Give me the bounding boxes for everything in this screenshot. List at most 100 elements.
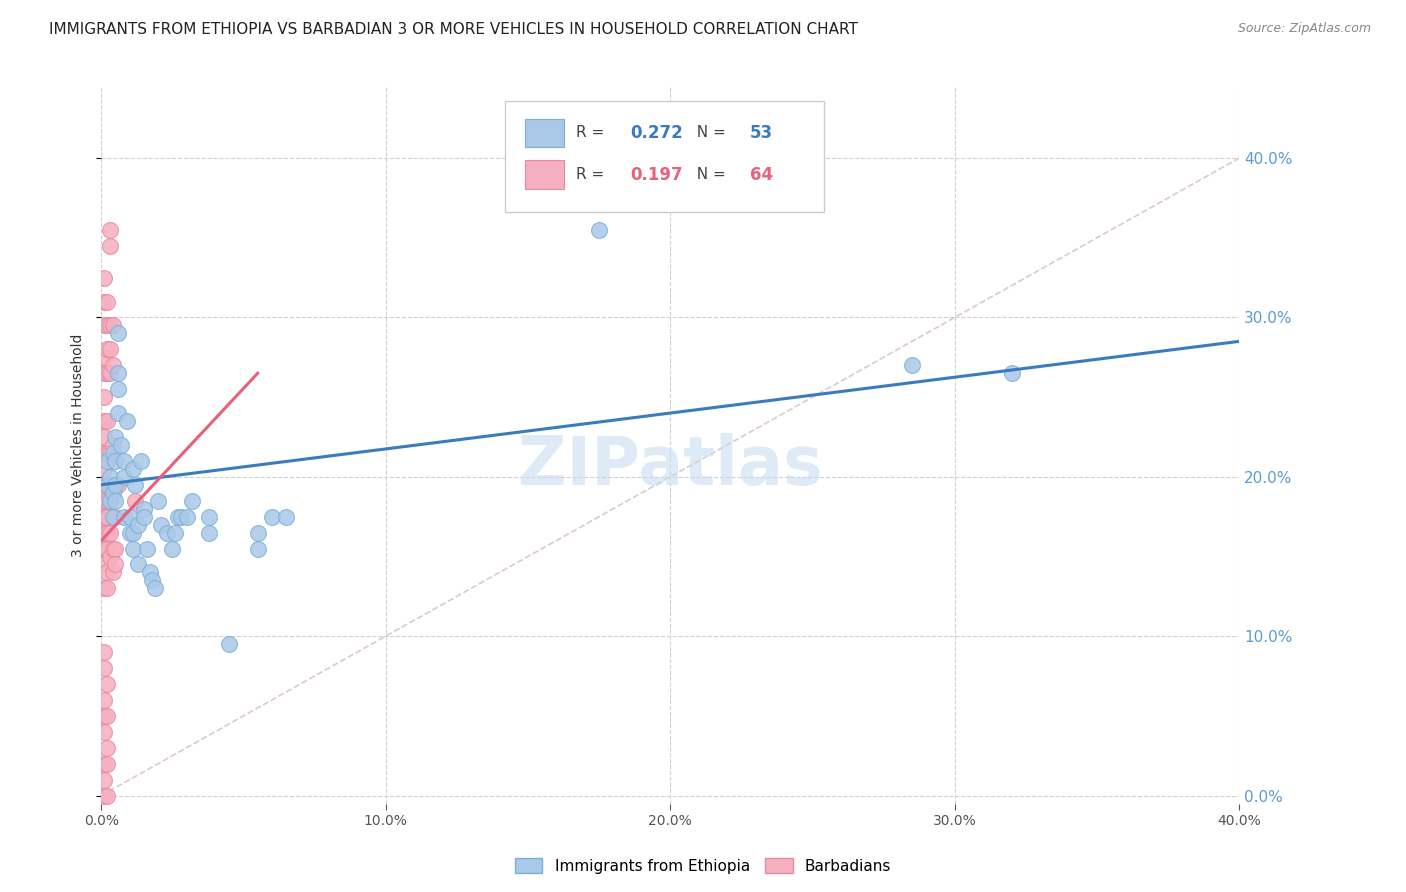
Point	[110, 438, 132, 452]
Point	[98, 477, 121, 491]
Legend: Immigrants from Ethiopia, Barbadians: Immigrants from Ethiopia, Barbadians	[509, 852, 897, 880]
Point	[93, 661, 115, 675]
Point	[96, 493, 118, 508]
Point	[170, 509, 193, 524]
Point	[141, 574, 163, 588]
Point	[121, 541, 143, 556]
Point	[96, 541, 118, 556]
Point	[276, 509, 298, 524]
Point	[93, 294, 115, 309]
Point	[107, 326, 129, 341]
Text: 53: 53	[749, 124, 773, 142]
Point	[96, 677, 118, 691]
Point	[124, 477, 146, 491]
Point	[165, 525, 187, 540]
Point	[118, 509, 141, 524]
Point	[96, 294, 118, 309]
Bar	[524, 161, 564, 189]
Text: 0.272: 0.272	[630, 124, 683, 142]
Point	[98, 446, 121, 460]
Point	[181, 493, 204, 508]
Point	[98, 493, 121, 508]
Point	[101, 541, 124, 556]
Point	[101, 446, 124, 460]
Point	[96, 756, 118, 771]
Text: N =: N =	[688, 167, 731, 182]
Point	[93, 351, 115, 365]
Point	[107, 382, 129, 396]
Point	[138, 566, 160, 580]
Text: 64: 64	[749, 166, 773, 184]
Point	[96, 582, 118, 596]
Point	[218, 637, 240, 651]
Point	[93, 462, 115, 476]
Point	[93, 318, 115, 333]
Point	[96, 414, 118, 428]
Point	[93, 558, 115, 572]
Text: Source: ZipAtlas.com: Source: ZipAtlas.com	[1237, 22, 1371, 36]
Point	[107, 366, 129, 380]
Point	[96, 366, 118, 380]
Point	[96, 477, 118, 491]
Point	[104, 477, 127, 491]
Point	[132, 501, 155, 516]
Point	[198, 509, 221, 524]
Point	[588, 223, 610, 237]
Point	[93, 709, 115, 723]
Point	[104, 558, 127, 572]
Point	[98, 238, 121, 252]
Point	[127, 558, 149, 572]
Point	[246, 525, 269, 540]
Text: 0.197: 0.197	[630, 166, 683, 184]
Text: ZIPatlas: ZIPatlas	[517, 434, 823, 500]
Point	[121, 462, 143, 476]
Point	[118, 525, 141, 540]
Point	[156, 525, 179, 540]
Point	[93, 366, 115, 380]
Point	[93, 724, 115, 739]
Point	[101, 566, 124, 580]
FancyBboxPatch shape	[505, 101, 824, 212]
Point	[93, 789, 115, 803]
Point	[260, 509, 283, 524]
Point	[149, 517, 172, 532]
Text: IMMIGRANTS FROM ETHIOPIA VS BARBADIAN 3 OR MORE VEHICLES IN HOUSEHOLD CORRELATIO: IMMIGRANTS FROM ETHIOPIA VS BARBADIAN 3 …	[49, 22, 858, 37]
Point	[93, 541, 115, 556]
Point	[101, 358, 124, 372]
Point	[96, 454, 118, 468]
Point	[112, 470, 135, 484]
Point	[98, 223, 121, 237]
Text: R =: R =	[576, 167, 609, 182]
Text: N =: N =	[688, 126, 731, 140]
Point	[96, 709, 118, 723]
Point	[96, 446, 118, 460]
Point	[112, 509, 135, 524]
Point	[115, 414, 138, 428]
Point	[198, 525, 221, 540]
Point	[124, 493, 146, 508]
Point	[107, 406, 129, 420]
Point	[101, 477, 124, 491]
Point	[132, 509, 155, 524]
Point	[93, 493, 115, 508]
Point	[121, 525, 143, 540]
Point	[246, 541, 269, 556]
Point	[112, 454, 135, 468]
Point	[93, 390, 115, 404]
Point	[1001, 366, 1024, 380]
Point	[98, 343, 121, 357]
Point	[135, 541, 157, 556]
Point	[98, 366, 121, 380]
Point	[93, 477, 115, 491]
Point	[96, 477, 118, 491]
Point	[96, 343, 118, 357]
Point	[96, 318, 118, 333]
Point	[101, 318, 124, 333]
Point	[104, 430, 127, 444]
Point	[98, 549, 121, 564]
Point	[93, 693, 115, 707]
Point	[167, 509, 190, 524]
Point	[901, 358, 924, 372]
Point	[98, 470, 121, 484]
Point	[104, 509, 127, 524]
